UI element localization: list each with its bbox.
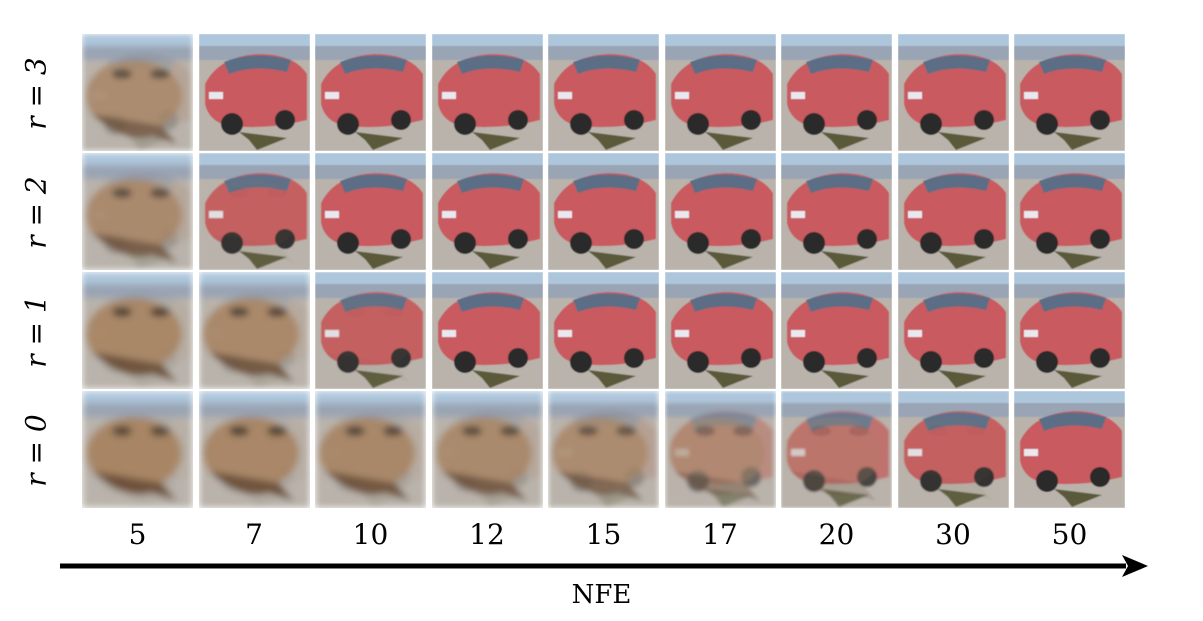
- column-label: 20: [818, 518, 855, 551]
- axis-title: NFE: [571, 580, 632, 610]
- row-label-text: r = 3: [19, 57, 53, 130]
- sample-image: [781, 34, 892, 151]
- sample-image: [548, 272, 659, 389]
- sample-image: [315, 391, 426, 508]
- sample-image: [431, 272, 543, 389]
- sample-image: [431, 34, 543, 151]
- column-label: 15: [585, 518, 622, 551]
- column-label: 10: [352, 518, 389, 551]
- sample-image: [315, 34, 426, 151]
- sample-image: [1014, 272, 1125, 389]
- sample-image: [548, 153, 659, 270]
- sample-image: [1014, 391, 1125, 508]
- nfe-axis-arrow: [60, 555, 1148, 577]
- row-label-text: r = 1: [19, 295, 53, 368]
- sample-image: [548, 391, 659, 508]
- column-label: 5: [128, 518, 147, 551]
- sample-image: [897, 391, 1009, 508]
- sample-image: [897, 272, 1009, 389]
- sample-image: [664, 272, 776, 389]
- sample-image: [1014, 153, 1125, 270]
- sample-image: [431, 153, 543, 270]
- sample-image: [198, 391, 310, 508]
- sample-image: [198, 272, 310, 389]
- sample-image: [781, 391, 892, 508]
- row-label: r = 1: [6, 272, 66, 391]
- sample-image: [548, 34, 659, 151]
- sample-image: [781, 153, 892, 270]
- sample-image: [82, 34, 193, 151]
- sample-image: [198, 153, 310, 270]
- sample-image: [664, 391, 776, 508]
- sample-image: [198, 34, 310, 151]
- row-label: r = 2: [6, 153, 66, 272]
- sample-image: [82, 391, 193, 508]
- sample-image: [315, 272, 426, 389]
- column-label: 30: [935, 518, 971, 551]
- column-label: 50: [1051, 518, 1088, 551]
- column-label: 17: [702, 518, 738, 551]
- sample-image: [82, 272, 193, 389]
- sample-image: [664, 34, 776, 151]
- sample-image: [897, 153, 1009, 270]
- row-label: r = 3: [6, 34, 66, 153]
- row-label-text: r = 0: [19, 414, 53, 487]
- sample-image: [431, 391, 543, 508]
- sample-image: [315, 153, 426, 270]
- sample-image: [664, 153, 776, 270]
- column-label: 12: [469, 518, 505, 551]
- sample-image: [897, 34, 1009, 151]
- sample-image: [781, 272, 892, 389]
- sample-image: [82, 153, 193, 270]
- row-label-text: r = 2: [19, 176, 53, 249]
- image-grid: [82, 34, 1125, 510]
- row-label: r = 0: [6, 391, 66, 510]
- column-label: 7: [245, 518, 263, 551]
- sample-image: [1014, 34, 1125, 151]
